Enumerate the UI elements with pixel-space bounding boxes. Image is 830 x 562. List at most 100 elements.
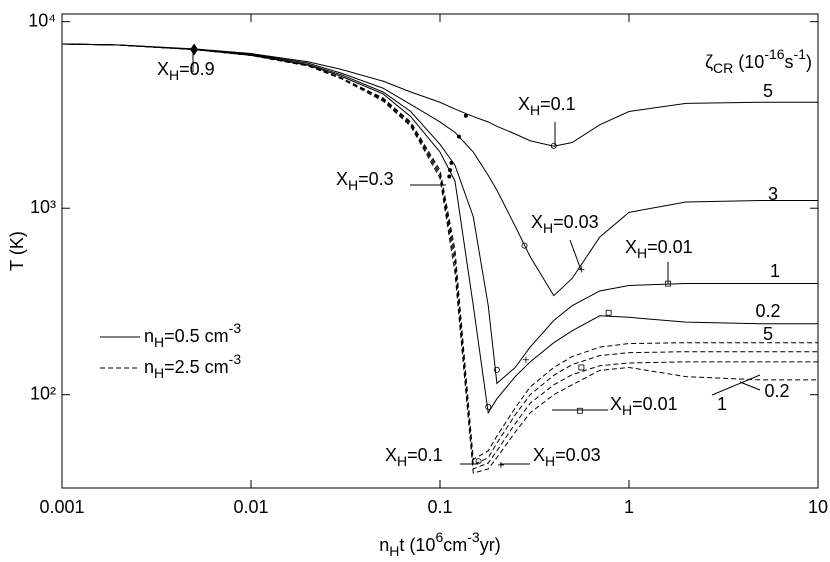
- annotation-part: =0.1: [407, 445, 443, 465]
- annotation: XH=0.03: [533, 445, 601, 469]
- x-tick-label: 0.01: [233, 497, 268, 517]
- annotation-part: H: [545, 453, 555, 469]
- curve-label-title-part: s: [785, 52, 794, 72]
- x-axis-label: nHt (106cm-3yr): [379, 529, 500, 559]
- curve: [61, 43, 818, 466]
- annotation-part: X: [157, 59, 169, 79]
- annotation-part: X: [533, 445, 545, 465]
- leader: [569, 239, 582, 271]
- legend-label-part: H: [154, 365, 164, 381]
- annotation: XH=0.01: [610, 394, 678, 418]
- y-axis-label: T (K): [7, 231, 27, 271]
- annotation-part: X: [610, 394, 622, 414]
- curve: [61, 43, 818, 474]
- legend-label-part: =2.5 cm: [164, 357, 229, 377]
- marker: [521, 242, 528, 249]
- marker: [605, 309, 612, 316]
- x-axis-label-part: -3: [467, 529, 480, 545]
- curve: [61, 43, 818, 297]
- marker: [522, 356, 529, 363]
- leader: [711, 374, 761, 396]
- annotation: XH=0.03: [531, 212, 599, 236]
- annotation-part: =0.01: [632, 394, 678, 414]
- marker: [475, 458, 482, 465]
- x-axis-label-part: cm: [443, 535, 467, 555]
- curve-label: 1: [717, 394, 727, 414]
- annotation-part: =0.3: [358, 169, 394, 189]
- annotation-part: =0.03: [555, 445, 601, 465]
- annotation-part: H: [622, 402, 632, 418]
- marker: [448, 168, 453, 173]
- legend-label: nH=0.5 cm-3: [144, 320, 241, 350]
- curve: [61, 43, 818, 147]
- y-tick-label: 10⁴: [28, 10, 56, 30]
- marker: [550, 142, 557, 149]
- leader: [739, 381, 761, 391]
- marker: [578, 266, 585, 273]
- x-axis-label-part: 6: [435, 529, 443, 545]
- annotation: XH=0.1: [385, 445, 443, 469]
- curve-label: 3: [768, 184, 778, 204]
- curve-label: 1: [770, 261, 780, 281]
- marker: [190, 43, 199, 56]
- annotation-part: H: [637, 245, 647, 261]
- curve-label-title-part: -1: [794, 46, 807, 62]
- marker: [578, 364, 585, 371]
- curve-label-title-part: ζ: [705, 52, 713, 72]
- curve-label-title-part: CR: [713, 60, 733, 76]
- annotation-part: H: [397, 453, 407, 469]
- marker: [485, 403, 492, 410]
- curve-label: 0.2: [764, 381, 789, 401]
- curve-label: 5: [763, 324, 773, 344]
- marker: [449, 160, 454, 165]
- annotation: XH=0.9: [157, 59, 215, 83]
- curve: [61, 43, 818, 385]
- curve-label-title: ζCR (10-16s-1): [705, 46, 812, 76]
- annotation-part: =0.9: [179, 59, 215, 79]
- x-tick-label: 0.001: [39, 497, 84, 517]
- annotation-part: X: [531, 212, 543, 232]
- plot-frame: [61, 13, 819, 489]
- curve-label-title-part: (10: [733, 52, 764, 72]
- legend-label-part: =0.5 cm: [164, 326, 229, 346]
- marker: [447, 174, 452, 179]
- curve-label-title-part: ): [806, 52, 812, 72]
- x-tick-label: 0.1: [427, 497, 452, 517]
- annotation-part: H: [169, 67, 179, 83]
- curve: [61, 43, 818, 461]
- annotation-part: H: [348, 177, 358, 193]
- marker: [577, 407, 583, 414]
- annotation: XH=0.01: [625, 237, 693, 261]
- x-axis-label-part: yr): [480, 535, 501, 555]
- y-tick-label: 10³: [30, 197, 56, 217]
- x-tick-label: 10: [808, 497, 828, 517]
- legend-label: nH=2.5 cm-3: [144, 351, 241, 381]
- legend-label-part: H: [154, 334, 164, 350]
- annotation-part: =0.03: [553, 212, 599, 232]
- curve-label: 5: [763, 81, 773, 101]
- curve-label-title-part: -16: [764, 46, 784, 62]
- annotation-part: X: [625, 237, 637, 257]
- legend-label-part: -3: [229, 320, 242, 336]
- annotation-part: X: [385, 445, 397, 465]
- annotation-part: X: [518, 94, 530, 114]
- marker: [497, 461, 504, 468]
- x-tick-label: 1: [624, 497, 634, 517]
- curve: [61, 43, 818, 470]
- marker: [456, 134, 461, 139]
- y-tick-label: 10²: [30, 383, 56, 403]
- x-axis-label-part: H: [389, 543, 399, 559]
- legend-label-part: -3: [229, 351, 242, 367]
- annotation-part: H: [543, 220, 553, 236]
- annotation: XH=0.3: [336, 169, 394, 193]
- curve-label: 0.2: [755, 301, 780, 321]
- annotation: XH=0.1: [518, 94, 576, 118]
- x-axis-label-part: n: [379, 535, 389, 555]
- marker: [493, 366, 500, 373]
- annotation-part: =0.1: [540, 94, 576, 114]
- x-axis-label-part: t (10: [399, 535, 435, 555]
- legend-label-part: n: [144, 326, 154, 346]
- legend-label-part: n: [144, 357, 154, 377]
- annotation-part: X: [336, 169, 348, 189]
